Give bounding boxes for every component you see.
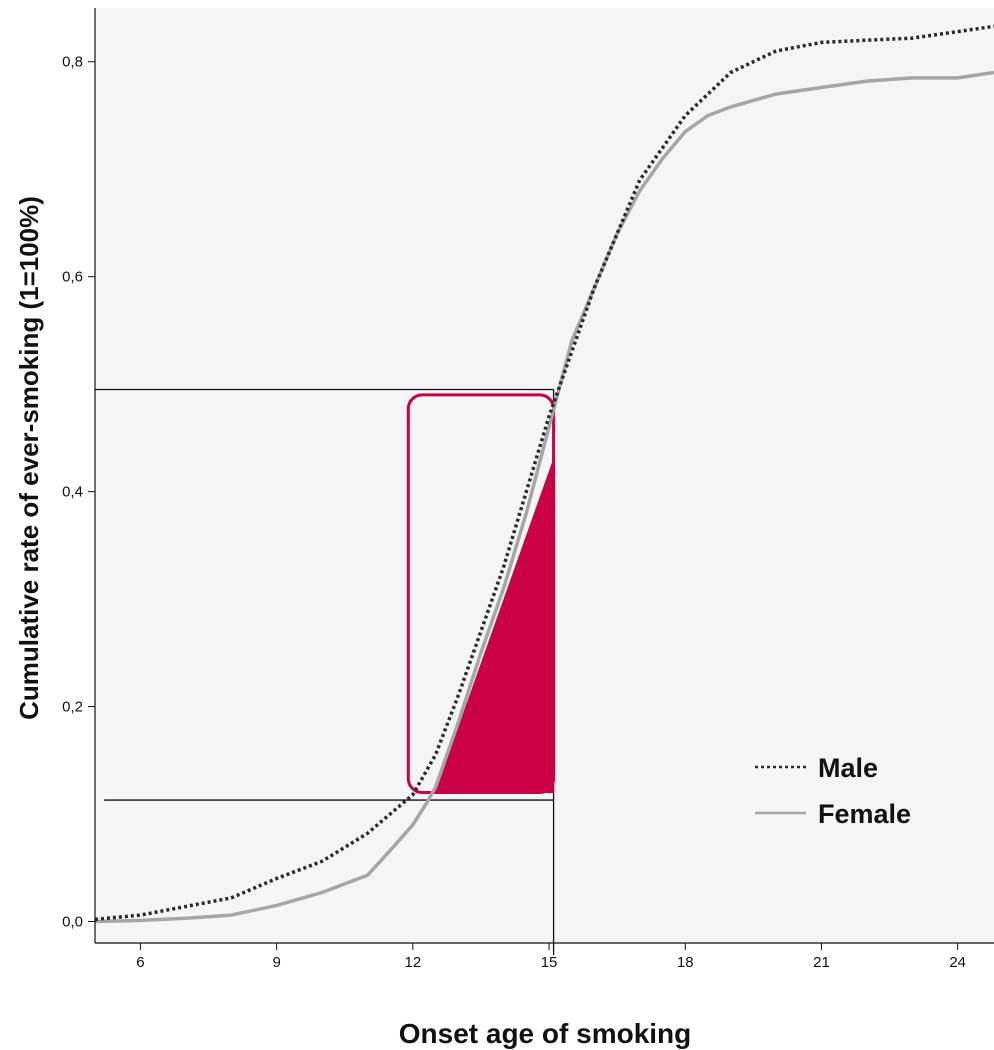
y-tick-label: 0,4 (62, 484, 83, 501)
x-tick-label: 24 (949, 954, 966, 971)
y-tick-label: 0,8 (62, 54, 83, 71)
y-axis-title: Cumulative rate of ever-smoking (1=100%) (14, 196, 44, 720)
x-tick-label: 6 (136, 954, 144, 971)
axes (94, 8, 994, 944)
ticks: 6 9 12 15 18 21 24 0,0 0,2 0,4 0,6 0,8 (62, 54, 966, 971)
series-layer (94, 24, 994, 924)
x-tick-label: 21 (813, 954, 830, 971)
legend: Male Female (755, 753, 911, 829)
y-tick-label: 0,0 (62, 914, 83, 931)
highlight-region (406, 393, 556, 795)
x-tick-label: 15 (541, 954, 558, 971)
legend-label-female: Female (818, 799, 911, 829)
legend-label-male: Male (818, 753, 878, 783)
series-line-male (94, 24, 994, 922)
y-tick-label: 0,6 (62, 269, 83, 286)
y-tick-label: 0,2 (62, 699, 83, 716)
x-tick-label: 12 (404, 954, 421, 971)
x-tick-label: 18 (677, 954, 694, 971)
x-tick-label: 9 (272, 954, 280, 971)
series-line-female (94, 70, 994, 924)
x-axis-title: Onset age of smoking (399, 1018, 692, 1049)
highlight-box (406, 393, 556, 795)
